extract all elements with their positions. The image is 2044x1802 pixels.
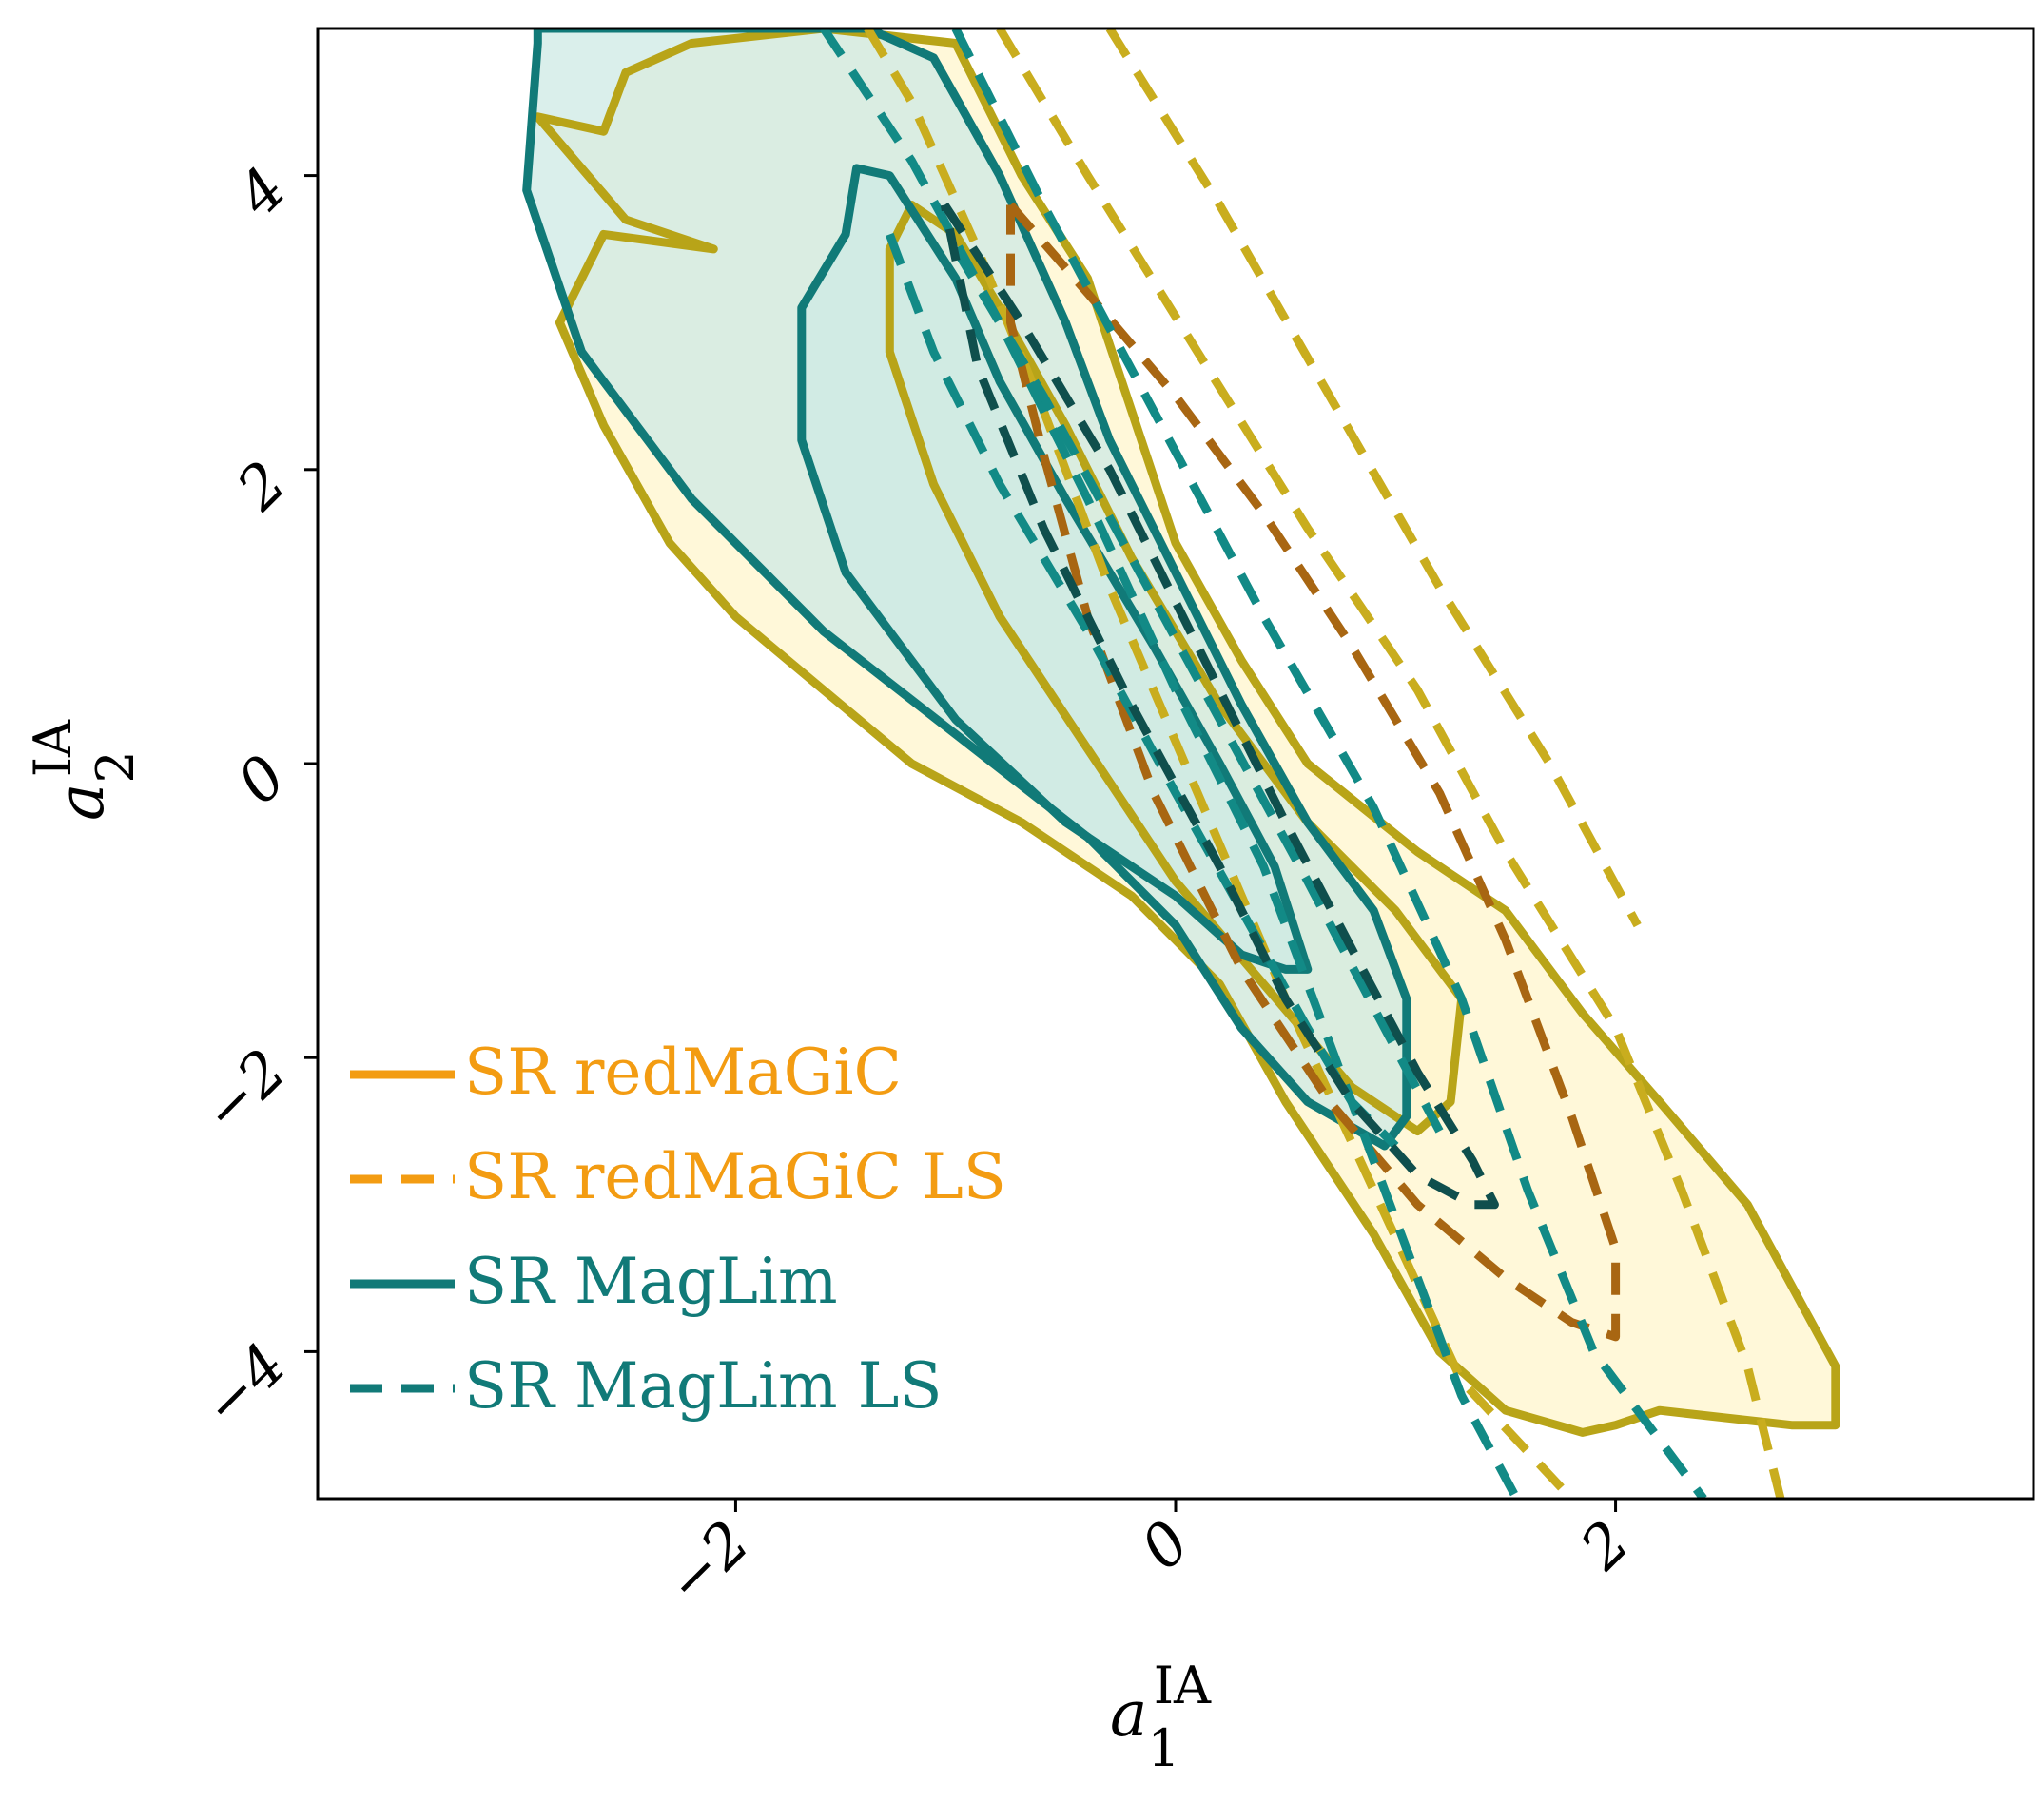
legend-label-sr-redmagic-ls: SR redMaGiC LS xyxy=(464,1140,1006,1213)
sr-maglim-contour-1 xyxy=(522,29,1411,1151)
x-axis-label-sup: IA xyxy=(1154,1656,1212,1715)
y-axis-label-sub: 2 xyxy=(86,750,146,783)
legend-label-sr-redmagic: SR redMaGiC xyxy=(464,1036,902,1109)
sr-maglim-ls-contour-2 xyxy=(951,29,1707,1499)
x-axis-label-sub: 1 xyxy=(1147,1718,1179,1778)
sr-redmagic-ls-contour-3 xyxy=(1105,29,1642,928)
sr-redmagic-ls-contour-2 xyxy=(996,29,1785,1499)
legend-label-sr-maglim: SR MagLim xyxy=(464,1245,838,1318)
y-axis-label-sup: IA xyxy=(23,719,83,777)
legend-label-sr-maglim-ls: SR MagLim LS xyxy=(464,1349,943,1423)
sr-maglim-ls-contour-1 xyxy=(820,29,1521,1499)
sr-redmagic-contour-1 xyxy=(533,29,1840,1437)
x-axis-label: a1IA xyxy=(1110,1656,1212,1778)
y-axis-label-base: a xyxy=(45,784,118,821)
y-axis-label: a2IA xyxy=(23,719,146,821)
sr-maglim-contour-2 xyxy=(797,164,1313,974)
sr-redmagic-ls-contour-1 xyxy=(864,29,1575,1499)
x-axis-label-base: a xyxy=(1110,1677,1147,1751)
legend: SR redMaGiC SR redMaGiC LS SR MagLim SR Mag… xyxy=(350,1036,1006,1423)
sr-maglim-ls-contour-4 xyxy=(951,246,1444,1134)
contour-layer xyxy=(522,29,1840,1499)
sr-redmagic-ls-inner-contour-1 xyxy=(1006,202,1621,1342)
sr-maglim-ls-inner-contour-1 xyxy=(940,203,1499,1210)
